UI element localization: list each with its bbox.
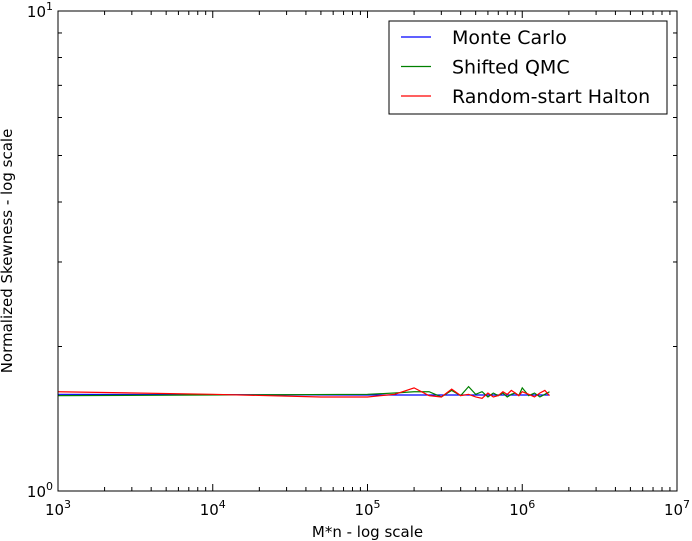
x-tick-label: 104	[200, 498, 226, 519]
x-axis-label: M*n - log scale	[312, 523, 423, 541]
ticks-layer: 103 104 105 106 107 100 101	[27, 0, 690, 519]
series-line-2	[57, 385, 550, 398]
y-tick-label: 100	[27, 480, 53, 501]
series-line-3	[57, 387, 550, 399]
legend: Monte Carlo Shifted QMC Random-start Halto…	[388, 20, 668, 115]
y-tick-label: 101	[27, 0, 53, 21]
series-layer	[57, 385, 550, 399]
x-tick-label: 107	[664, 498, 690, 519]
x-tick-label: 106	[509, 498, 535, 519]
y-axis-label: Normalized Skewness - log scale	[0, 129, 16, 374]
x-tick-label: 105	[354, 498, 380, 519]
legend-label-1: Monte Carlo	[452, 27, 567, 49]
legend-label-3: Random-start Halton	[452, 86, 650, 108]
legend-label-2: Shifted QMC	[452, 57, 570, 79]
x-tick-label: 103	[45, 498, 71, 519]
legend-box	[388, 20, 668, 115]
